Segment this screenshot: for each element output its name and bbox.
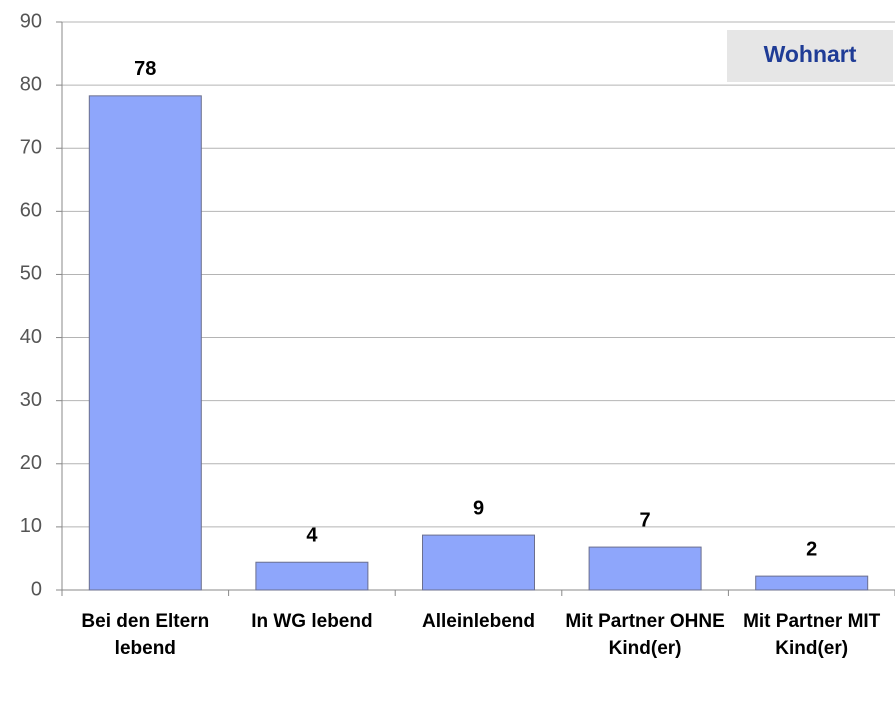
y-tick-label: 30 [20,389,42,411]
bar [88,95,202,591]
y-tick-label: 50 [20,263,42,285]
value-label: 4 [306,525,318,547]
value-label: 7 [640,509,651,531]
bar [422,534,535,591]
y-tick-label: 20 [20,452,42,474]
y-tick-label: 10 [20,515,42,537]
y-tick-label: 70 [20,137,42,159]
x-tick-label: Mit Partner OHNE Kind(er) [565,611,725,659]
value-label: 2 [806,538,817,560]
y-tick-label: 40 [20,326,42,348]
x-tick-label: Alleinlebend [422,611,535,632]
chart-title: Wohnart [764,41,857,67]
y-tick-label: 0 [31,578,42,600]
y-tick-label: 90 [20,10,42,32]
x-tick-label: In WG lebend [251,611,373,632]
x-tick-label: Mit Partner MIT Kind(er) [743,611,881,659]
y-tick-label: 80 [20,73,42,95]
bar [588,546,702,591]
bar [755,575,869,591]
value-label: 9 [473,497,484,519]
y-tick-label: 60 [20,200,42,222]
x-tick-label: Bei den Eltern lebend [81,611,210,659]
bar [255,561,369,591]
title-box [727,30,893,82]
value-label: 78 [134,58,156,80]
